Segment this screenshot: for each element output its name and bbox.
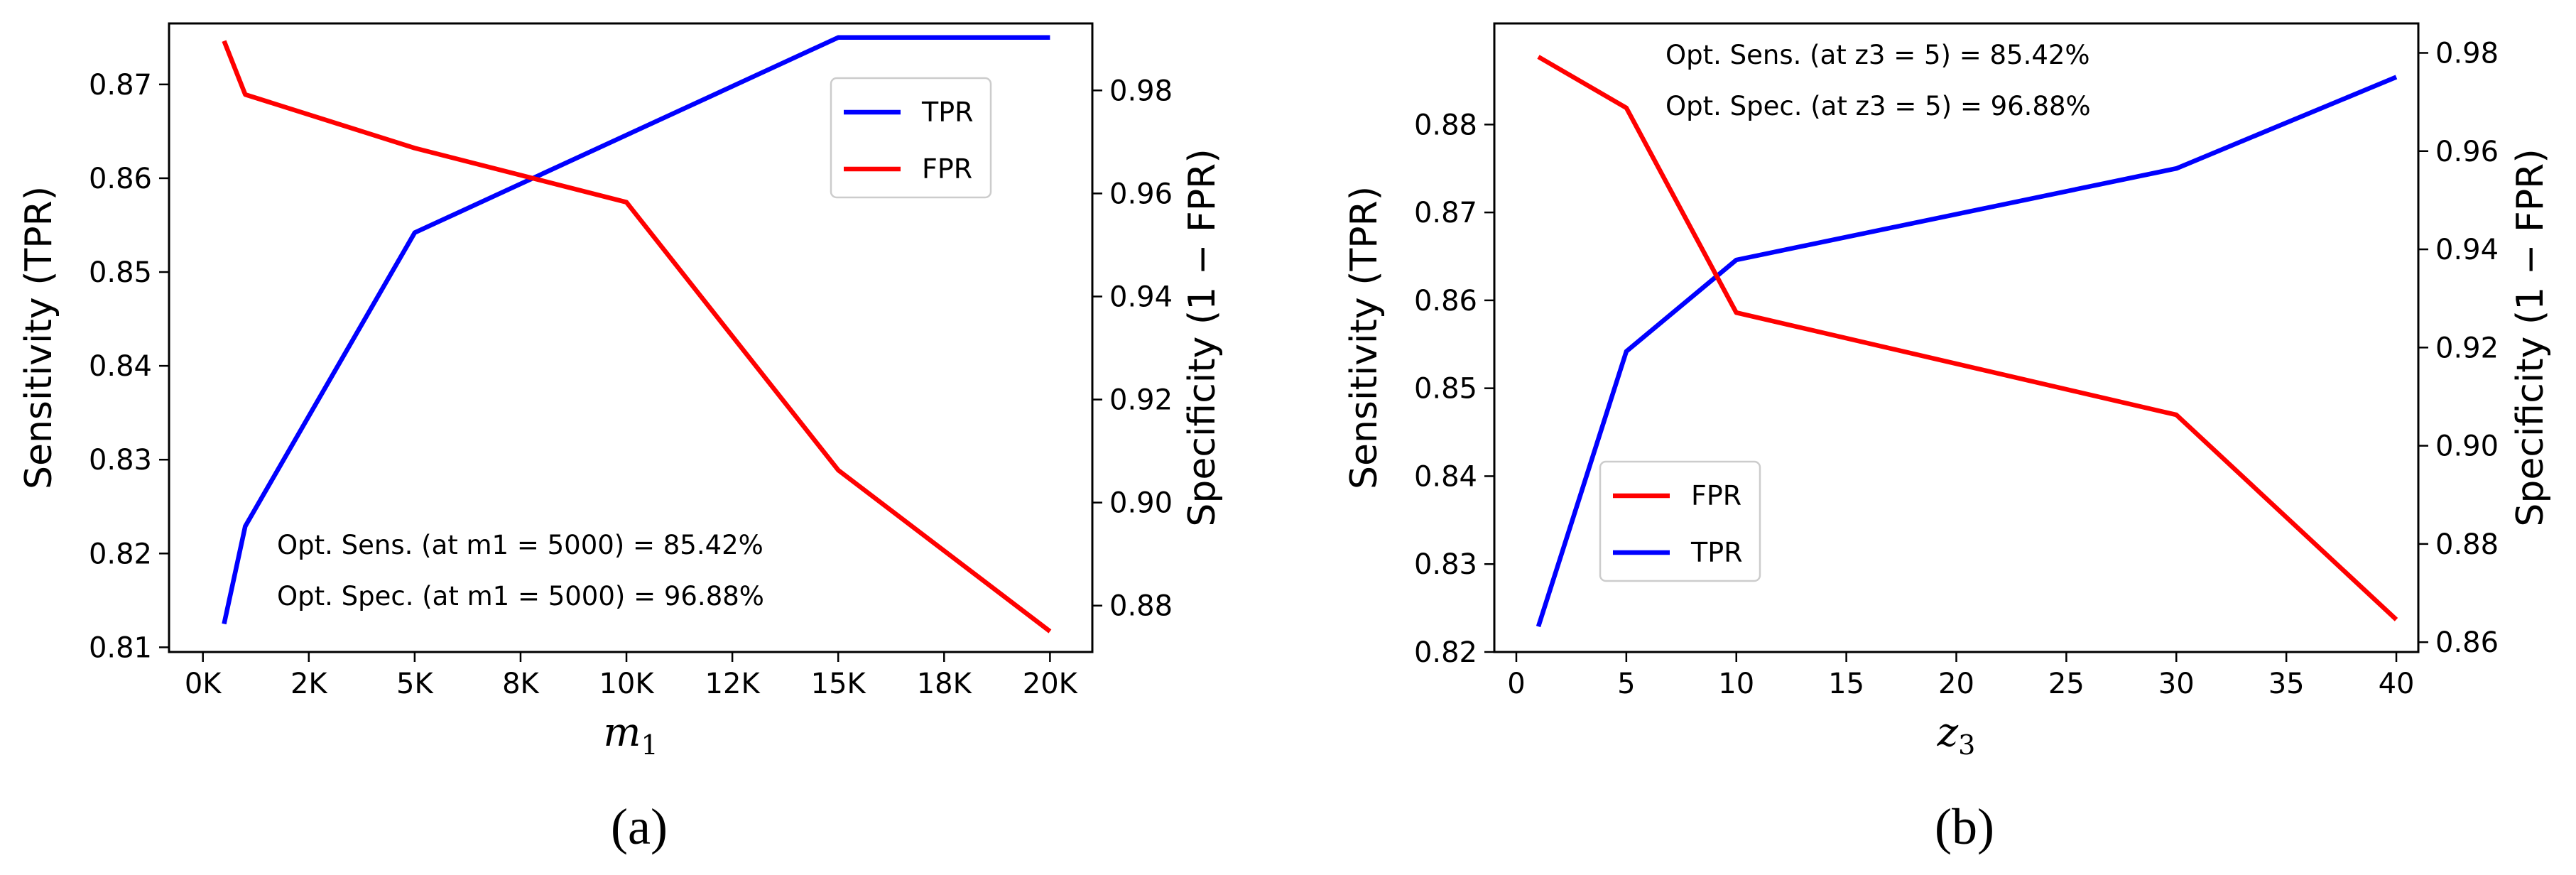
y-left-tick-label: 0.83: [89, 444, 152, 477]
y-right-tick-label: 0.96: [2435, 136, 2499, 168]
plot-frame: [168, 22, 1094, 653]
x-tick-label: 15: [1828, 668, 1864, 700]
x-tick-label: 12K: [705, 668, 761, 700]
x-tick-label: 5K: [396, 668, 434, 700]
y-right-tick-label: 0.98: [2435, 37, 2499, 70]
series-line-fpr: [222, 40, 1052, 634]
y-right-axis-label: Specificity (1 − FPR): [2509, 148, 2552, 526]
x-tick-label: 20: [1938, 668, 1974, 700]
y-right-axis-label: Specificity (1 − FPR): [1181, 148, 1224, 526]
y-right-tick-label: 0.94: [1109, 281, 1173, 313]
y-left-tick-label: 0.86: [1414, 285, 1477, 317]
y-left-tick-label: 0.87: [89, 69, 152, 102]
y-right-tick-label: 0.86: [2435, 626, 2499, 659]
y-right-tick-label: 0.96: [1109, 178, 1173, 210]
series-line-fpr: [1537, 55, 2398, 621]
x-tick-label: 30: [2158, 668, 2195, 700]
y-left-axis-label: Sensitivity (TPR): [18, 186, 60, 489]
x-tick-label: 35: [2268, 668, 2305, 700]
legend-label-tpr: TPR: [1690, 537, 1743, 568]
panel-label: (a): [611, 798, 668, 855]
y-left-tick-label: 0.87: [1414, 197, 1477, 229]
y-left-tick-label: 0.84: [89, 350, 152, 383]
y-right-tick-label: 0.98: [1109, 75, 1173, 107]
x-axis-label-subscript: 1: [641, 729, 658, 761]
y-left-tick-label: 0.82: [89, 538, 152, 570]
annotation-opt-sens: Opt. Sens. (at m1 = 5000) = 85.42%: [277, 530, 763, 560]
panel-label: (b): [1935, 798, 1994, 855]
y-right-tick-label: 0.88: [2435, 528, 2499, 561]
x-axis-label-symbol: z: [1937, 710, 1959, 756]
y-left-tick-label: 0.81: [89, 631, 152, 664]
x-tick-label: 2K: [290, 668, 328, 700]
legend-label-fpr: FPR: [922, 153, 972, 185]
x-tick-label: 0: [1507, 668, 1525, 700]
y-right-tick-label: 0.90: [1109, 487, 1173, 520]
annotation-opt-spec: Opt. Spec. (at m1 = 5000) = 96.88%: [277, 581, 764, 612]
y-left-tick-label: 0.85: [89, 256, 152, 289]
x-tick-label: 20K: [1023, 668, 1079, 700]
y-right-tick-label: 0.88: [1109, 590, 1173, 623]
x-tick-label: 5: [1617, 668, 1635, 700]
y-left-tick-label: 0.85: [1414, 373, 1477, 406]
y-left-tick-label: 0.84: [1414, 460, 1477, 493]
x-axis-label: m1: [603, 710, 658, 761]
y-left-tick-label: 0.83: [1414, 548, 1477, 581]
x-tick-label: 18K: [917, 668, 973, 700]
chart-panel-a: 0K 2K 5K 8K 10K 12K 15K 18K 20K 0.81 0.82 0.83 0.84 0…: [18, 22, 1224, 855]
y-left-tick-label: 0.88: [1414, 109, 1477, 141]
x-axis-label-symbol: m: [603, 710, 641, 756]
x-axis-label: z3: [1937, 710, 1976, 761]
y-right-tick-label: 0.90: [2435, 430, 2499, 463]
legend-label-fpr: FPR: [1691, 480, 1741, 511]
y-left-axis-label: Sensitivity (TPR): [1343, 186, 1386, 489]
x-axis-label-subscript: 3: [1958, 729, 1975, 761]
x-tick-label: 25: [2048, 668, 2085, 700]
x-tick-label: 10: [1718, 668, 1754, 700]
x-tick-label: 10K: [599, 668, 655, 700]
y-right-tick-label: 0.92: [1109, 384, 1173, 417]
chart-panel-b: 0 5 10 15 20 25 30 35 40 0.82 0.83 0.84 0.85 0.86 0.87…: [1343, 22, 2552, 855]
y-left-tick-label: 0.82: [1414, 636, 1477, 669]
y-right-tick-label: 0.92: [2435, 332, 2499, 364]
x-tick-label: 40: [2379, 668, 2415, 700]
legend-label-tpr: TPR: [921, 97, 974, 128]
x-tick-label: 0K: [185, 668, 222, 700]
y-right-tick-label: 0.94: [2435, 234, 2499, 266]
series-line-tpr: [1536, 75, 2398, 628]
x-tick-label: 15K: [811, 668, 867, 700]
x-tick-label: 8K: [502, 668, 540, 700]
annotation-opt-spec: Opt. Spec. (at z3 = 5) = 96.88%: [1665, 91, 2091, 121]
y-left-tick-label: 0.86: [89, 163, 152, 195]
annotation-opt-sens: Opt. Sens. (at z3 = 5) = 85.42%: [1665, 40, 2090, 70]
series-line-tpr: [222, 35, 1050, 625]
